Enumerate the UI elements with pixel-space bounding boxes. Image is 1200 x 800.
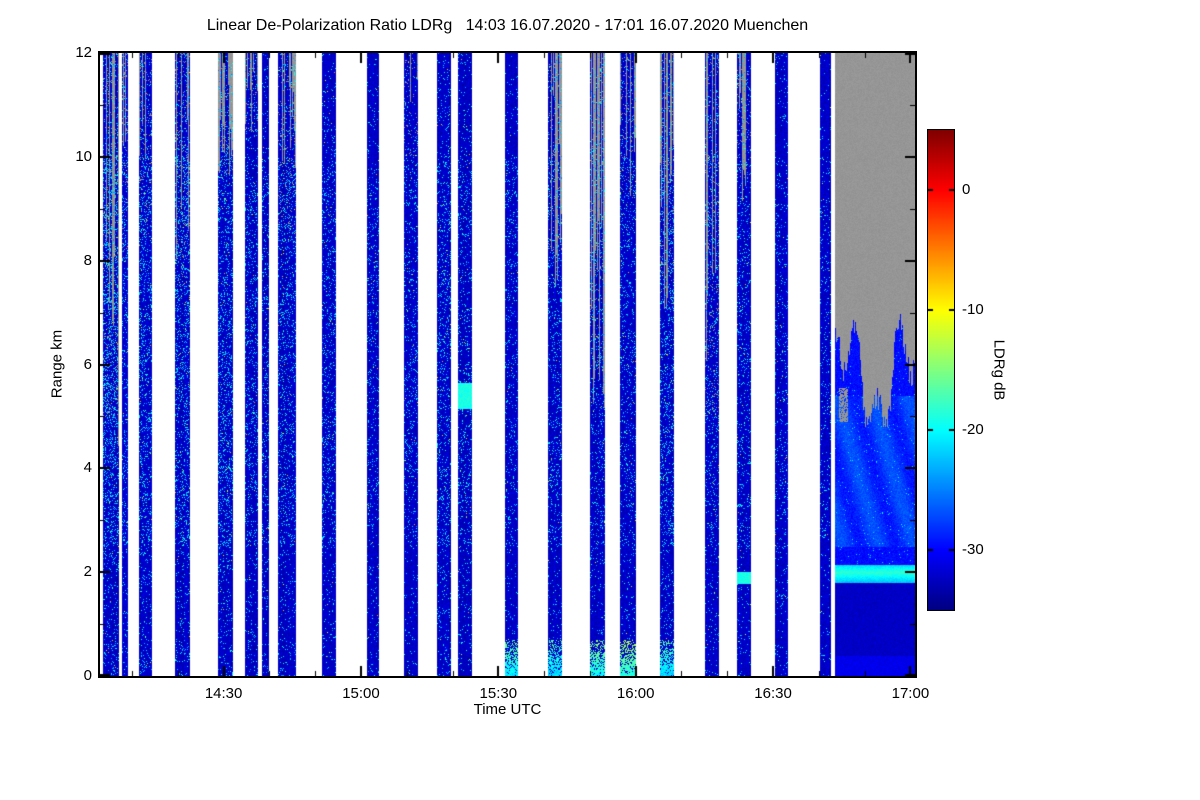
- colorbar-tick-label: 0: [962, 181, 971, 198]
- x-tick-label: 16:00: [616, 685, 655, 702]
- colorbar-canvas: [928, 130, 954, 610]
- y-tick-label: 10: [75, 147, 92, 165]
- colorbar-tick-label: -10: [962, 301, 984, 318]
- colorbar-tick-label: -20: [962, 421, 984, 438]
- y-tick-label: 12: [75, 44, 92, 61]
- x-tick-label: 15:00: [342, 685, 380, 702]
- y-tick-label: 6: [83, 355, 92, 373]
- figure-title: Linear De-Polarization Ratio LDRg 14:03 …: [206, 17, 809, 34]
- x-tick-label: 14:30: [204, 685, 243, 702]
- x-tick-label: 16:30: [754, 685, 792, 702]
- x-axis-label: Time UTC: [473, 701, 542, 718]
- colorbar-label: LDRg dB: [990, 339, 1008, 401]
- heatmap-canvas: [100, 53, 915, 676]
- x-tick-label: 17:00: [891, 685, 930, 702]
- y-tick-label: 8: [83, 251, 92, 269]
- colorbar-tick-label: -30: [962, 541, 984, 558]
- y-tick-label: 2: [83, 563, 92, 581]
- x-tick-label: 15:30: [479, 685, 518, 702]
- y-tick-label: 0: [83, 667, 92, 684]
- y-tick-label: 4: [83, 459, 92, 477]
